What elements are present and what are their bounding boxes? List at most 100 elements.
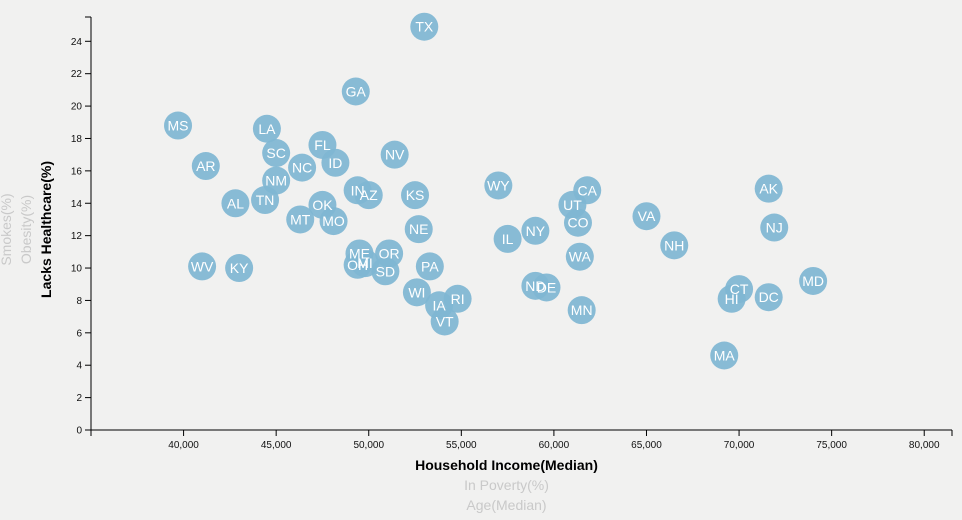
state-label: NM bbox=[265, 173, 287, 189]
state-marker bbox=[191, 152, 220, 181]
state-marker bbox=[319, 207, 348, 236]
state-marker bbox=[402, 278, 431, 307]
y-axis-title[interactable]: Obesity(%) bbox=[18, 195, 34, 264]
y-tick-label: 24 bbox=[71, 37, 83, 48]
state-label: FL bbox=[314, 137, 331, 153]
state-marker bbox=[565, 242, 594, 271]
state-label: AL bbox=[227, 195, 244, 211]
state-marker bbox=[410, 12, 439, 41]
y-tick-label: 10 bbox=[71, 264, 83, 275]
state-label: ND bbox=[525, 278, 545, 294]
state-label: UT bbox=[563, 197, 582, 213]
state-marker bbox=[286, 205, 315, 234]
state-label: WI bbox=[408, 284, 425, 300]
state-label: TX bbox=[415, 19, 434, 35]
state-marker bbox=[225, 254, 254, 283]
state-label: KS bbox=[406, 187, 425, 203]
x-axis-title[interactable]: Age(Median) bbox=[466, 497, 546, 513]
x-tick-label: 80,000 bbox=[909, 440, 940, 451]
state-marker bbox=[754, 174, 783, 203]
x-axis-title[interactable]: In Poverty(%) bbox=[464, 477, 549, 493]
state-label: PA bbox=[421, 258, 439, 274]
x-tick-label: 65,000 bbox=[631, 440, 662, 451]
state-label: WA bbox=[569, 249, 592, 265]
state-marker bbox=[252, 114, 281, 143]
state-marker bbox=[754, 283, 783, 312]
state-marker bbox=[164, 111, 193, 140]
state-marker bbox=[799, 266, 828, 295]
state-label: MS bbox=[168, 118, 189, 134]
state-marker bbox=[288, 153, 317, 182]
state-label: DE bbox=[537, 279, 556, 295]
state-label: NJ bbox=[766, 220, 783, 236]
state-label: VT bbox=[436, 313, 454, 329]
state-marker bbox=[371, 257, 400, 286]
state-marker bbox=[262, 139, 291, 168]
y-tick-label: 18 bbox=[71, 134, 83, 145]
y-tick-label: 12 bbox=[71, 231, 83, 242]
x-tick-label: 50,000 bbox=[353, 440, 384, 451]
state-label: AK bbox=[759, 181, 778, 197]
y-axis-title[interactable]: Smokes(%) bbox=[0, 193, 14, 265]
y-tick-label: 0 bbox=[76, 426, 82, 437]
y-tick-label: 8 bbox=[76, 296, 82, 307]
state-label: WV bbox=[191, 258, 214, 274]
x-tick-label: 55,000 bbox=[446, 440, 477, 451]
x-tick-label: 70,000 bbox=[724, 440, 755, 451]
state-label: DC bbox=[759, 289, 779, 305]
state-label: CO bbox=[567, 215, 588, 231]
state-label: MO bbox=[322, 213, 345, 229]
state-label: MD bbox=[802, 273, 824, 289]
y-tick-label: 6 bbox=[76, 328, 82, 339]
state-label: RI bbox=[451, 291, 465, 307]
state-marker bbox=[221, 189, 250, 218]
state-marker bbox=[343, 250, 372, 279]
y-axis-title[interactable]: Lacks Healthcare(%) bbox=[38, 161, 54, 298]
state-label: IL bbox=[502, 231, 514, 247]
state-marker bbox=[632, 202, 661, 231]
y-tick-label: 14 bbox=[71, 199, 83, 210]
y-tick-label: 20 bbox=[71, 102, 83, 113]
state-label: IN bbox=[351, 182, 365, 198]
state-marker bbox=[563, 208, 592, 237]
state-marker bbox=[251, 186, 280, 215]
y-tick-label: 16 bbox=[71, 166, 83, 177]
state-label: SD bbox=[376, 263, 395, 279]
state-marker bbox=[415, 252, 444, 281]
state-label: NE bbox=[409, 221, 428, 237]
state-marker bbox=[532, 273, 561, 302]
state-marker bbox=[188, 252, 217, 281]
x-tick-label: 45,000 bbox=[261, 440, 292, 451]
state-label: MT bbox=[290, 211, 311, 227]
state-marker bbox=[341, 77, 370, 106]
state-marker bbox=[760, 213, 789, 242]
state-label: MN bbox=[571, 302, 593, 318]
state-marker bbox=[430, 307, 459, 336]
state-label: WY bbox=[487, 177, 510, 193]
state-marker bbox=[484, 171, 513, 200]
state-label: NH bbox=[664, 237, 684, 253]
state-label: NC bbox=[292, 160, 312, 176]
x-axis-title[interactable]: Household Income(Median) bbox=[415, 457, 598, 473]
y-tick-label: 4 bbox=[76, 361, 82, 372]
state-label: TN bbox=[256, 192, 275, 208]
state-label: AZ bbox=[360, 187, 378, 203]
state-label: GA bbox=[346, 84, 367, 100]
state-label: OK bbox=[312, 197, 333, 213]
state-label: LA bbox=[258, 121, 276, 137]
state-marker bbox=[660, 231, 689, 260]
state-marker bbox=[401, 181, 430, 210]
state-label: CT bbox=[730, 281, 749, 297]
state-marker bbox=[404, 215, 433, 244]
state-label: OH bbox=[347, 257, 368, 273]
x-tick-label: 60,000 bbox=[539, 440, 570, 451]
state-label: NY bbox=[526, 223, 546, 239]
state-label: OR bbox=[379, 245, 400, 261]
state-marker bbox=[493, 224, 522, 253]
state-label: KY bbox=[230, 260, 249, 276]
y-tick-label: 2 bbox=[76, 393, 82, 404]
points-group: TX GA MS LA FL SC NV ID AR NC NM WY IN CA AK AZ KS TN AL OK… bbox=[164, 12, 828, 370]
state-label: SC bbox=[266, 145, 285, 161]
